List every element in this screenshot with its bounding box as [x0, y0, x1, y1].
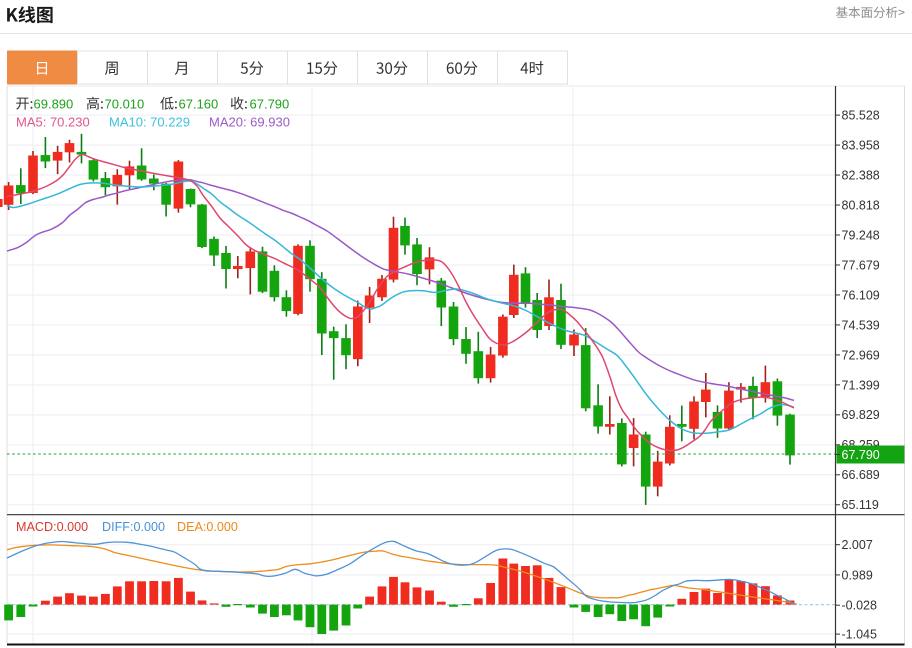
- svg-text:65.119: 65.119: [842, 498, 879, 512]
- svg-text:67.790: 67.790: [250, 97, 290, 112]
- svg-text:69.829: 69.829: [842, 408, 880, 422]
- svg-text:72.969: 72.969: [842, 348, 880, 362]
- svg-text:71.399: 71.399: [842, 378, 880, 392]
- svg-text:74.539: 74.539: [842, 318, 880, 332]
- svg-text:67.790: 67.790: [842, 448, 880, 462]
- svg-text:-1.045: -1.045: [842, 628, 877, 642]
- svg-text:79.248: 79.248: [842, 228, 880, 242]
- svg-text:MACD:0.000: MACD:0.000: [16, 520, 88, 534]
- svg-text:77.679: 77.679: [842, 258, 880, 272]
- svg-text:DEA:0.000: DEA:0.000: [177, 520, 238, 534]
- svg-text:MA5: 70.230: MA5: 70.230: [16, 115, 90, 130]
- svg-text:0.989: 0.989: [842, 568, 873, 582]
- svg-text:82.388: 82.388: [842, 169, 880, 183]
- svg-text:83.958: 83.958: [842, 139, 880, 153]
- svg-text:67.160: 67.160: [179, 97, 219, 112]
- svg-text:80.818: 80.818: [842, 198, 880, 212]
- svg-text:69.890: 69.890: [34, 97, 74, 112]
- svg-text:85.528: 85.528: [842, 109, 880, 123]
- svg-text:76.109: 76.109: [842, 288, 880, 302]
- svg-text:2.007: 2.007: [842, 538, 873, 552]
- svg-text:MA20: 69.930: MA20: 69.930: [209, 115, 290, 130]
- svg-text:MA10: 70.229: MA10: 70.229: [109, 115, 190, 130]
- svg-text:66.689: 66.689: [842, 468, 880, 482]
- svg-text:-0.028: -0.028: [842, 599, 877, 613]
- svg-text:70.010: 70.010: [105, 97, 145, 112]
- svg-text:DIFF:0.000: DIFF:0.000: [102, 520, 165, 534]
